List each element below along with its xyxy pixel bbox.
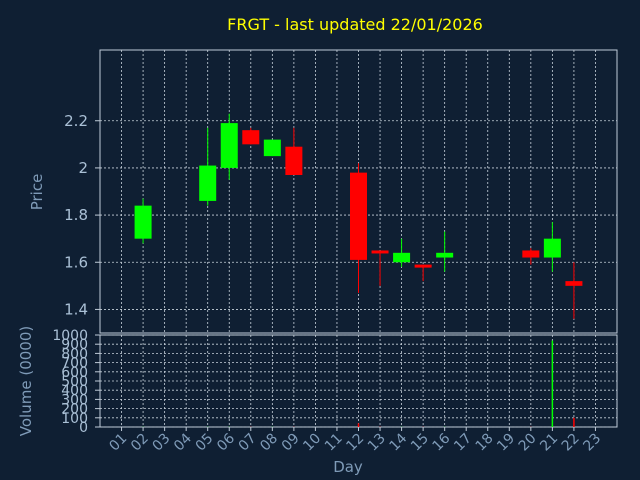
x-tick-label: 21 (537, 431, 561, 455)
x-tick-label: 02 (128, 431, 152, 455)
volume-tick-label: 600 (61, 365, 88, 381)
x-tick-label: 08 (257, 431, 281, 455)
x-tick-label: 11 (322, 431, 346, 455)
volume-tick-label: 900 (61, 337, 88, 353)
price-tick-label: 1.4 (64, 300, 88, 318)
x-tick-label: 13 (365, 431, 389, 455)
candle-body (371, 250, 389, 254)
candle-body (393, 252, 411, 263)
candle-body (350, 172, 367, 260)
x-tick-label: 07 (236, 431, 260, 455)
candle-body (543, 238, 561, 258)
x-tick-label: 12 (343, 431, 367, 455)
price-tick-label: 1.6 (64, 253, 88, 271)
x-tick-label: 16 (430, 430, 454, 454)
x-tick-label: 15 (408, 431, 432, 455)
candle-body (285, 146, 303, 175)
volume-tick-label: 300 (61, 392, 88, 408)
x-tick-label: 23 (580, 431, 604, 455)
candle-body (242, 130, 260, 145)
x-tick-label: 03 (150, 431, 174, 455)
volume-tick-label: 200 (61, 402, 88, 418)
candle-body (436, 252, 454, 258)
volume-bar (573, 417, 575, 427)
volume-tick-label: 800 (61, 346, 88, 362)
candle-body (220, 123, 238, 168)
volume-bar (357, 423, 360, 427)
volume-bar (551, 340, 554, 427)
candle-body (263, 139, 281, 157)
x-axis-label: Day (333, 458, 363, 476)
volume-tick-label: 0 (79, 420, 88, 436)
candle-body (134, 205, 152, 239)
price-axis-label: Price (28, 174, 46, 211)
candle-body (414, 264, 432, 268)
x-tick-label: 22 (559, 431, 583, 455)
chart-title: FRGT - last updated 22/01/2026 (227, 15, 483, 34)
x-tick-label: 19 (494, 431, 518, 455)
x-tick-label: 17 (451, 431, 475, 455)
volume-tick-label: 500 (61, 374, 88, 390)
volume-tick-label: 400 (61, 383, 88, 399)
candle-body (522, 250, 540, 258)
x-tick-label: 14 (386, 430, 410, 454)
x-tick-label: 10 (300, 431, 324, 455)
x-tick-label: 05 (193, 431, 217, 455)
x-tick-label: 09 (279, 431, 303, 455)
candle-body (199, 165, 217, 201)
volume-axis-label: Volume (0000) (17, 326, 35, 436)
volume-tick-label: 1000 (52, 328, 88, 344)
x-tick-label: 04 (171, 430, 195, 454)
price-tick-label: 2 (78, 159, 88, 177)
volume-tick-label: 700 (61, 356, 88, 372)
x-tick-label: 20 (516, 431, 540, 455)
price-tick-label: 2.2 (64, 112, 88, 130)
volume-tick-label: 100 (61, 411, 88, 427)
x-tick-label: 18 (473, 431, 497, 455)
x-tick-label: 06 (214, 430, 238, 454)
price-tick-label: 1.8 (64, 206, 88, 224)
x-tick-label: 01 (106, 431, 130, 455)
candle-body (565, 281, 583, 286)
price-panel: 1.4 1.6 1.8 2 2.2 (64, 49, 618, 334)
